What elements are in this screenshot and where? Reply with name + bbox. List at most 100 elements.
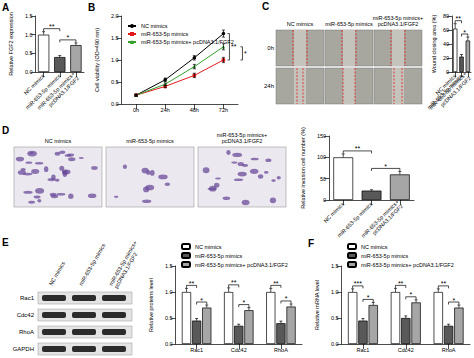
svg-text:**: ** — [441, 280, 447, 287]
svg-text:0.0: 0.0 — [25, 69, 33, 75]
svg-text:1.0: 1.0 — [25, 32, 33, 38]
svg-text:**: ** — [231, 279, 237, 286]
svg-text:NC mimics: NC mimics — [287, 21, 314, 27]
svg-text:***: *** — [354, 280, 362, 287]
svg-text:NC mimics: NC mimics — [48, 260, 67, 286]
svg-text:**: ** — [189, 280, 195, 287]
svg-text:Rac1: Rac1 — [190, 347, 203, 353]
svg-text:**: ** — [355, 145, 361, 152]
svg-text:20: 20 — [443, 55, 449, 61]
svg-text:60: 60 — [443, 27, 449, 33]
svg-text:150: 150 — [317, 133, 326, 139]
svg-text:80: 80 — [443, 13, 449, 19]
svg-text:miR-653-5p mimics: miR-653-5p mimics — [336, 200, 374, 239]
svg-text:0.0: 0.0 — [165, 341, 173, 347]
svg-text:0: 0 — [323, 197, 326, 203]
svg-text:*: * — [367, 294, 370, 301]
svg-text:0.0: 0.0 — [331, 341, 339, 347]
svg-text:RhoA: RhoA — [19, 329, 34, 335]
svg-text:0.5: 0.5 — [25, 50, 33, 56]
svg-text:*: * — [200, 297, 203, 304]
svg-text:miR-653-5p mimics+ pcDNA3.1/FG: miR-653-5p mimics+ pcDNA3.1/FGF2 — [141, 39, 234, 45]
svg-text:miR-653-5p mimics: miR-653-5p mimics — [126, 138, 174, 144]
svg-text:1.5: 1.5 — [331, 263, 339, 269]
svg-text:*: * — [384, 163, 387, 170]
svg-text:D: D — [2, 125, 9, 136]
svg-text:miR-653-5p mimics+: miR-653-5p mimics+ — [428, 71, 468, 111]
svg-text:Rac1: Rac1 — [20, 295, 35, 301]
svg-text:0h: 0h — [133, 107, 139, 113]
svg-text:pcDNA3.1/FGF2: pcDNA3.1/FGF2 — [371, 203, 404, 236]
svg-text:50: 50 — [320, 176, 326, 182]
svg-text:*: * — [244, 50, 247, 57]
svg-text:**: ** — [49, 23, 55, 30]
svg-text:miR-653-5p mimics: miR-653-5p mimics — [195, 253, 243, 259]
svg-text:1.5: 1.5 — [165, 263, 173, 269]
svg-text:0: 0 — [446, 69, 449, 75]
svg-text:**: ** — [273, 280, 279, 287]
svg-text:C: C — [262, 1, 269, 12]
svg-text:miR-653-5p mimics+ pcDNA3.1/FG: miR-653-5p mimics+ pcDNA3.1/FGF2 — [361, 262, 454, 268]
svg-text:48h: 48h — [190, 107, 199, 113]
svg-text:Relative FGF2 expression: Relative FGF2 expression — [8, 12, 14, 76]
svg-text:F: F — [308, 238, 314, 249]
svg-text:1.5: 1.5 — [111, 35, 119, 41]
svg-text:*: * — [242, 299, 245, 306]
svg-text:Cdc42: Cdc42 — [17, 312, 35, 318]
svg-text:miR-653-5p mimics: miR-653-5p mimics — [325, 21, 373, 27]
svg-text:B: B — [88, 2, 95, 13]
svg-text:*: * — [66, 34, 69, 41]
svg-text:miR-653-5p mimics: miR-653-5p mimics — [141, 31, 189, 37]
svg-text:Rac1: Rac1 — [357, 347, 370, 353]
svg-text:**: ** — [231, 43, 237, 50]
svg-text:1.5: 1.5 — [25, 13, 33, 19]
svg-text:0.5: 0.5 — [165, 315, 173, 321]
svg-text:72h: 72h — [219, 107, 228, 113]
svg-text:pcDNA3.1/FGF2: pcDNA3.1/FGF2 — [439, 75, 472, 108]
svg-text:NC mimics: NC mimics — [45, 138, 72, 144]
svg-text:1.0: 1.0 — [165, 289, 173, 295]
svg-text:miR-653-5p mimics: miR-653-5p mimics — [361, 253, 409, 259]
svg-text:NC mimics: NC mimics — [322, 201, 345, 224]
svg-text:miR-653-5p mimics+ pcDNA3.1/FG: miR-653-5p mimics+ pcDNA3.1/FGF2 — [195, 262, 288, 268]
svg-text:**: ** — [398, 280, 404, 287]
svg-text:GAPDH: GAPDH — [13, 346, 34, 352]
svg-text:Cdc42: Cdc42 — [398, 347, 414, 353]
svg-text:0.5: 0.5 — [331, 315, 339, 321]
svg-text:0.5: 0.5 — [111, 79, 119, 85]
svg-text:*: * — [410, 291, 413, 298]
svg-text:NC mimics: NC mimics — [195, 244, 222, 250]
svg-text:100: 100 — [317, 154, 326, 160]
svg-text:24h: 24h — [161, 107, 170, 113]
svg-text:miR-653-5p mimics+: miR-653-5p mimics+ — [36, 71, 76, 111]
svg-text:Wound closing area (%): Wound closing area (%) — [431, 15, 437, 74]
svg-text:miR-653-5p mimics+pcDNA3.1/FGF: miR-653-5p mimics+pcDNA3.1/FGF2 — [108, 240, 144, 290]
svg-text:*: * — [285, 295, 288, 302]
svg-text:1.0: 1.0 — [331, 289, 339, 295]
svg-text:NC mimics: NC mimics — [361, 244, 388, 250]
svg-text:Relative invasion cell number: Relative invasion cell number (%) — [300, 127, 306, 209]
svg-text:Cell viability (OD=490 nm): Cell viability (OD=490 nm) — [94, 28, 100, 92]
svg-text:E: E — [2, 237, 9, 248]
svg-text:Relative proteins level: Relative proteins level — [148, 278, 154, 332]
svg-text:RhoA: RhoA — [274, 347, 288, 353]
svg-text:0.0: 0.0 — [111, 101, 119, 107]
svg-text:1.0: 1.0 — [111, 57, 119, 63]
svg-text:Relative mRNA level: Relative mRNA level — [314, 280, 320, 330]
svg-text:0h: 0h — [267, 45, 274, 51]
svg-text:miR-653-5p mimics+: miR-653-5p mimics+ — [360, 199, 400, 239]
svg-text:NC mimics: NC mimics — [141, 23, 168, 29]
svg-text:24h: 24h — [264, 83, 274, 89]
svg-text:Cdc42: Cdc42 — [231, 347, 247, 353]
svg-text:RhoA: RhoA — [442, 347, 456, 353]
svg-text:*: * — [463, 29, 466, 36]
svg-text:2.0: 2.0 — [111, 13, 119, 19]
svg-text:miR-653-5p mimics+pcDNA3.1/FGF: miR-653-5p mimics+pcDNA3.1/FGF2 — [217, 132, 268, 144]
svg-text:pcDNA3.1/FGF2: pcDNA3.1/FGF2 — [47, 75, 80, 108]
svg-text:A: A — [2, 2, 9, 13]
svg-text:**: ** — [456, 15, 462, 22]
svg-text:miR-653-5p mimics: miR-653-5p mimics — [78, 242, 107, 286]
svg-text:40: 40 — [443, 41, 449, 47]
svg-text:miR-653-5p mimics+pcDNA3.1/FGF: miR-653-5p mimics+pcDNA3.1/FGF2 — [373, 15, 424, 27]
svg-text:*: * — [452, 297, 455, 304]
